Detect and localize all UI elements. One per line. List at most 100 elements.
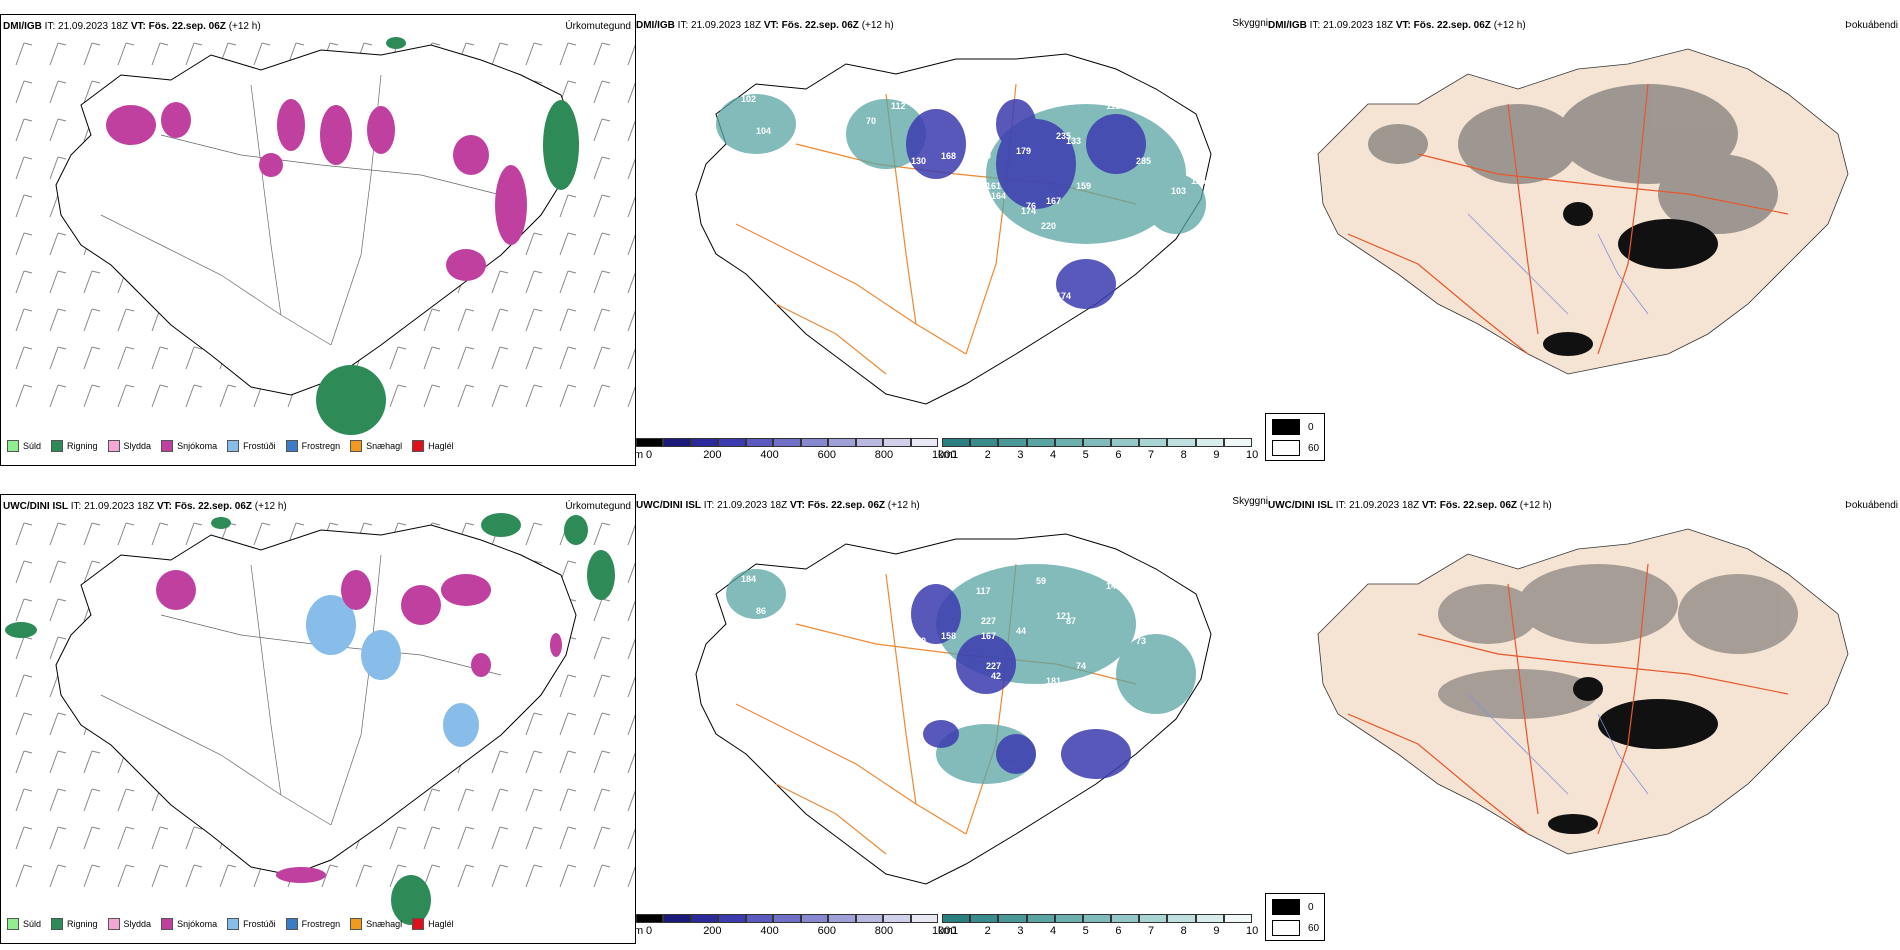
legend-item-5: Frostregn <box>285 440 340 452</box>
legend-swatch <box>412 918 425 930</box>
wind-barb <box>389 864 407 888</box>
cloudbase-label: 117 <box>976 586 991 596</box>
cloudbase-label: 103 <box>1171 186 1186 196</box>
wind-barb <box>49 864 67 888</box>
wind-barb <box>423 346 441 370</box>
cloudbase-label: 74 <box>1076 661 1086 671</box>
legend-item-6: Snæhagl <box>350 440 402 452</box>
wind-barb <box>49 750 67 774</box>
legend-label: Súld <box>23 919 42 929</box>
wind-barb <box>83 788 101 812</box>
wind-barb <box>15 80 33 104</box>
cloudbase-label: 86 <box>756 606 766 616</box>
wind-barb <box>83 826 101 850</box>
wind-barb <box>185 864 203 888</box>
valid-label: VT: <box>789 500 805 511</box>
colorbar-tick: 9 <box>1213 925 1220 937</box>
colorbar-tick: 10 <box>1246 449 1259 461</box>
colorbar-tick: 10 <box>1246 925 1259 937</box>
forecast-offset: (+12 h) <box>1493 20 1526 31</box>
wind-barb <box>117 522 135 546</box>
valid-label: VT: <box>763 20 779 31</box>
colorbar-swatch <box>773 914 801 923</box>
cloudbase-label: 161 <box>986 181 1001 191</box>
forecast-offset: (+12 h) <box>1519 500 1552 511</box>
cloudbase-label: 100 <box>796 581 811 591</box>
colorbar-swatch <box>1054 914 1083 923</box>
legend-swatch <box>107 918 120 930</box>
wind-barb <box>49 598 67 622</box>
wind-barb <box>491 788 509 812</box>
forecast-offset: (+12 h) <box>887 500 920 511</box>
wind-barb <box>559 674 577 698</box>
legend-label: Frostúði <box>243 919 276 929</box>
legend-item-3: Snjókoma <box>161 918 217 930</box>
valid-time: Fös. 22.sep. 06Z <box>148 21 226 32</box>
wind-barb <box>627 562 635 584</box>
init-time: IT: 21.09.2023 18Z <box>1309 20 1394 31</box>
wind-barb <box>423 864 441 888</box>
visibility-colorbar: km 1 2 3 4 5 6 7 8 9 10 <box>938 438 1258 464</box>
cloudbase-label: 285 <box>1136 156 1151 166</box>
cloud-map-bottom: 184 100 86 88 135 120 170 158 117 59 141 227 167 44 87… <box>695 533 1212 885</box>
wind-barb <box>491 308 509 332</box>
wind-barb <box>49 270 67 294</box>
wind-barb <box>423 788 441 812</box>
cloudbase-label: 120 <box>951 571 966 581</box>
cloudbase-areas <box>906 99 1146 309</box>
wind-barb <box>117 826 135 850</box>
precip-panel-bottom: UWC/DINI ISL IT: 21.09.2023 18Z VT: Fös.… <box>0 494 636 944</box>
wind-barb <box>593 118 611 142</box>
wind-barb <box>627 714 635 736</box>
valid-label: VT: <box>156 501 172 512</box>
fog-legend: 0 60 <box>1265 893 1325 941</box>
cloudbase-label: 130 <box>956 236 971 246</box>
wind-barb <box>491 42 509 66</box>
colorbar-swatch <box>998 438 1027 447</box>
cloudbase-colorbar: m 0 200 400 600 800 1000 <box>636 438 956 464</box>
wind-barb <box>49 156 67 180</box>
wind-barb <box>525 522 543 546</box>
colorbar-swatch <box>745 438 774 447</box>
wind-barb <box>593 712 611 736</box>
cloudbase-label: 99 <box>981 136 991 146</box>
colorbar-swatch <box>855 914 884 923</box>
cloudbase-label: 129 <box>1021 686 1036 696</box>
colorbar-tick: 1000 <box>932 925 957 937</box>
model-name: UWC/DINI ISL <box>1268 500 1333 511</box>
wind-barb <box>15 826 33 850</box>
colorbar-unit: m <box>636 449 644 461</box>
wind-barb <box>15 788 33 812</box>
cloudbase-label: 112 <box>891 101 906 111</box>
wind-barb <box>83 308 101 332</box>
colorbar-swatch <box>828 438 856 447</box>
cloudbase-label: 114 <box>1126 236 1141 246</box>
colorbar-tick: 8 <box>1180 925 1187 937</box>
wind-barb <box>83 750 101 774</box>
model-name: UWC/DINI ISL <box>636 500 701 511</box>
wind-barb <box>185 384 203 408</box>
wind-barb <box>593 522 611 546</box>
precip-legend: Súld Rigning Slydda Snjókoma Frostúði Frostre… <box>7 918 464 930</box>
roads <box>1347 563 1789 835</box>
wind-barb <box>253 42 271 66</box>
cloudbase-label: 108 <box>1041 701 1056 711</box>
colorbar-swatch <box>636 438 664 447</box>
colorbar-swatch <box>663 914 691 923</box>
cloudbase-label: 104 <box>756 126 771 136</box>
colorbar-unit: km <box>938 449 953 461</box>
precip-panel-top: DMI/IGB IT: 21.09.2023 18Z VT: Fös. 22.s… <box>0 14 636 466</box>
cloudbase-label: 76 <box>1026 201 1036 211</box>
wind-barb <box>525 788 543 812</box>
wind-barb <box>15 384 33 408</box>
panel-header: UWC/DINI ISL IT: 21.09.2023 18Z VT: Fös.… <box>3 501 287 512</box>
wind-barb <box>525 270 543 294</box>
wind-barb <box>83 346 101 370</box>
fog-dense <box>1548 677 1718 834</box>
wind-barb <box>593 826 611 850</box>
colorbar-swatch <box>828 914 856 923</box>
wind-barb <box>117 864 135 888</box>
wind-barb <box>593 674 611 698</box>
colorbar-tick: 600 <box>817 449 836 461</box>
wind-barb <box>627 790 635 812</box>
